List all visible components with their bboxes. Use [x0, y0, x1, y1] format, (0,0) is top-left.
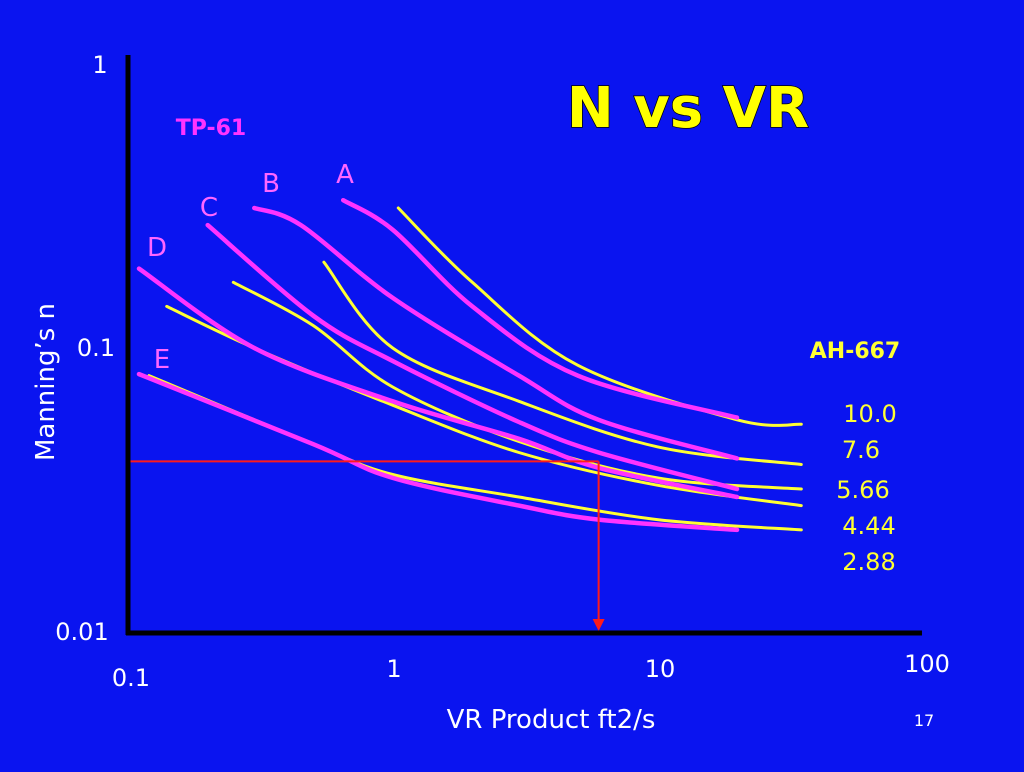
curve-label-c: C: [200, 193, 218, 223]
axes: [125, 55, 922, 636]
ah667-series-5-66-line: [231, 280, 803, 491]
ah667-value-7.6: 7.6: [842, 436, 880, 464]
tp61-series-a-line: [340, 197, 740, 420]
curve-label-e: E: [154, 345, 170, 375]
ah667-label: AH-667: [810, 339, 901, 364]
ah667-value-5.66: 5.66: [836, 476, 889, 504]
curve-label-d: D: [147, 233, 167, 263]
ah667-value-10: 10.0: [843, 400, 896, 428]
tp61-series-e-line: [136, 371, 740, 533]
x-tick-label-1: 1: [386, 655, 401, 683]
ah667-series-7-6-line: [322, 260, 803, 466]
ah667-value-4.44: 4.44: [842, 512, 895, 540]
tp61-lines: [136, 197, 740, 533]
x-axis-label: VR Product ft2/s: [447, 705, 656, 735]
y-tick-label-0.01: 0.01: [55, 618, 108, 646]
curve-label-b: B: [262, 169, 280, 199]
y-axis-label: Manning’s n: [31, 303, 61, 461]
guide-lines: [128, 460, 605, 631]
y-tick-label-1: 1: [92, 51, 107, 79]
ah667-series-2-88-line: [147, 374, 803, 532]
curve-label-a: A: [336, 160, 354, 190]
y-tick-label-0.1: 0.1: [77, 334, 115, 362]
x-tick-label-100: 100: [904, 650, 950, 678]
tp61-series-c-line: [205, 222, 740, 492]
slide-number: 17: [914, 711, 934, 730]
guide-arrowhead: [592, 619, 605, 631]
x-tick-label-0.1: 0.1: [112, 664, 150, 692]
chart-title: N vs VR: [567, 76, 809, 141]
tp61-series-b-line: [252, 205, 740, 461]
ah667-series-10-0-line: [396, 206, 803, 427]
tp61-label: TP-61: [176, 116, 247, 141]
tp61-series-d-line: [136, 266, 740, 500]
ah667-value-2.88: 2.88: [842, 548, 895, 576]
x-tick-label-10: 10: [645, 655, 676, 683]
